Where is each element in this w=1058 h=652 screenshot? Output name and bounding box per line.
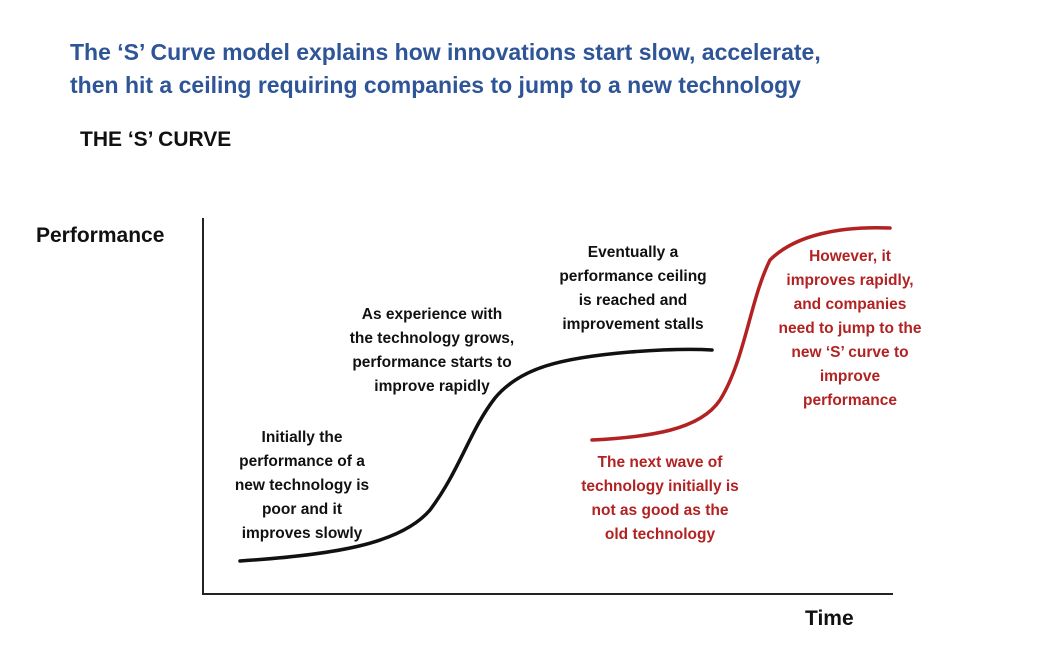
diagram-title: THE ‘S’ CURVE: [80, 128, 232, 151]
headline: The ‘S’ Curve model explains how innovat…: [70, 36, 970, 102]
annotation-next-wave-line: not as good as the: [591, 502, 729, 519]
annotation-next-wave: The next wave of technology initially is…: [560, 451, 760, 547]
annotation-initial-line: improves slowly: [241, 525, 363, 542]
annotation-next-wave-line: technology initially is: [581, 478, 739, 495]
annotation-initial: Initially the performance of a new techn…: [212, 426, 392, 546]
annotation-jump-line: However, it: [809, 248, 891, 265]
annotation-ceiling: Eventually a performance ceiling is reac…: [538, 241, 728, 337]
annotation-jump: However, it improves rapidly, and compan…: [755, 245, 945, 413]
annotation-ceiling-line: improvement stalls: [562, 316, 704, 333]
annotation-ceiling-line: is reached and: [578, 292, 688, 309]
annotation-initial-line: new technology is: [234, 477, 370, 494]
annotation-initial-line: performance of a: [239, 453, 365, 470]
old-technology-curve: [238, 347, 714, 563]
headline-line-2: then hit a ceiling requiring companies t…: [70, 72, 801, 98]
annotation-growth-line: As experience with: [361, 306, 503, 323]
annotation-ceiling-line: performance ceiling: [559, 268, 707, 285]
annotation-growth: As experience with the technology grows,…: [332, 303, 532, 399]
annotation-jump-line: need to jump to the: [778, 320, 922, 337]
annotation-growth-line: the technology grows,: [349, 330, 515, 347]
annotation-jump-line: improves rapidly,: [786, 272, 914, 289]
annotation-jump-line: and companies: [793, 296, 907, 313]
annotation-next-wave-line: old technology: [604, 526, 716, 543]
new-technology-curve: [590, 225, 892, 442]
annotation-jump-line: new ‘S’ curve to: [791, 344, 909, 361]
annotation-next-wave-line: The next wave of: [597, 454, 723, 471]
x-axis-label: Time: [805, 607, 854, 630]
annotation-initial-line: Initially the: [261, 429, 343, 446]
annotation-jump-line: performance: [803, 392, 897, 409]
annotation-jump-line: improve: [819, 368, 881, 385]
annotation-initial-line: poor and it: [261, 501, 343, 518]
headline-line-1: The ‘S’ Curve model explains how innovat…: [70, 39, 821, 65]
annotation-growth-line: performance starts to: [352, 354, 512, 371]
y-axis-label: Performance: [36, 224, 165, 247]
annotation-growth-line: improve rapidly: [374, 378, 490, 395]
annotation-ceiling-line: Eventually a: [587, 244, 679, 261]
